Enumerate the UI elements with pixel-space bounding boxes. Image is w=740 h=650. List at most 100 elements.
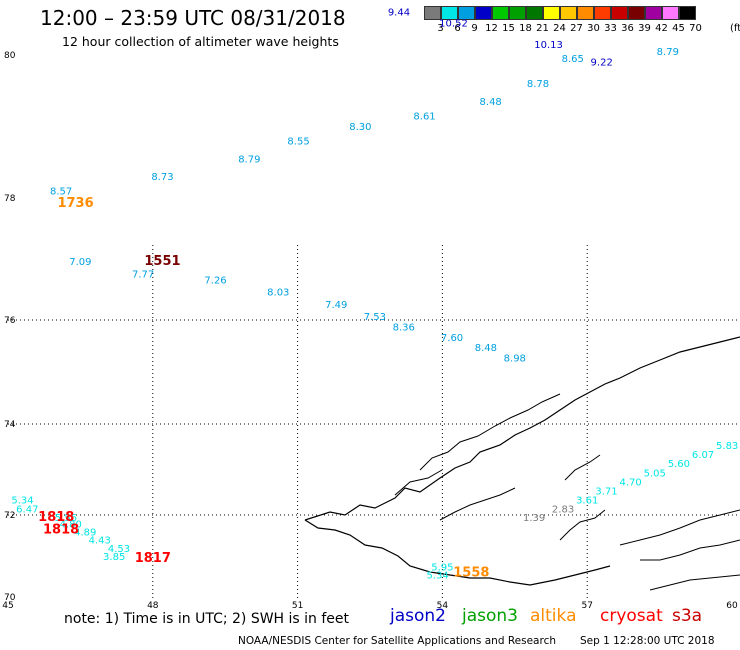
scale-swatch xyxy=(543,6,560,20)
swh-value: 8.65 xyxy=(562,54,584,65)
swh-value: 5.60 xyxy=(668,459,690,470)
pass-time-label: 1551 xyxy=(144,254,180,269)
swh-value: 4.70 xyxy=(620,477,642,488)
scale-label: 18 xyxy=(519,23,532,34)
scale-label: 27 xyxy=(570,23,583,34)
swh-value: 7.09 xyxy=(69,257,91,268)
satellite-altika: altika xyxy=(530,606,577,626)
credit-line: NOAA/NESDIS Center for Satellite Applica… xyxy=(238,635,556,647)
satellite-jason2: jason2 xyxy=(390,606,446,626)
scale-label: 24 xyxy=(553,23,566,34)
swh-value: 7.49 xyxy=(325,300,347,311)
satellite-cryosat: cryosat xyxy=(600,606,663,626)
swh-value: 9.22 xyxy=(591,58,613,69)
swh-value: 8.57 xyxy=(50,186,72,197)
swh-value: 4.89 xyxy=(74,528,96,539)
swh-value: 4.53 xyxy=(108,544,130,555)
swh-value: 5.34 xyxy=(11,496,33,507)
scale-swatch xyxy=(611,6,628,20)
scale-swatch xyxy=(458,6,475,20)
scale-label: 12 xyxy=(485,23,498,34)
swh-value: 9.44 xyxy=(388,8,410,19)
swh-value: 7.60 xyxy=(441,333,463,344)
lat-label: 80 xyxy=(4,51,16,61)
swh-value: 8.36 xyxy=(393,322,415,333)
pass-time-label: 1818 xyxy=(43,522,79,537)
lat-label: 74 xyxy=(4,420,16,430)
swh-value: 8.48 xyxy=(475,343,497,354)
swh-value: 4.80 xyxy=(60,519,82,530)
swh-value: 8.03 xyxy=(267,288,289,299)
swh-value: 2.83 xyxy=(552,505,574,516)
scale-swatch xyxy=(628,6,645,20)
chart-subtitle: 12 hour collection of altimeter wave hei… xyxy=(62,34,339,49)
footnote: note: 1) Time is in UTC; 2) SWH is in fe… xyxy=(64,611,350,627)
lon-label: 54 xyxy=(437,601,449,611)
swh-value: 8.55 xyxy=(287,136,309,147)
pass-time-label: 1558 xyxy=(453,566,489,581)
swh-value: 8.61 xyxy=(413,111,435,122)
scale-swatch xyxy=(526,6,543,20)
scale-label: 39 xyxy=(638,23,651,34)
scale-label: 3 xyxy=(437,23,444,34)
scale-swatch xyxy=(662,6,679,20)
satellite-jason3: jason3 xyxy=(462,606,518,626)
swh-value: 5.83 xyxy=(716,441,738,452)
swh-value: 6.47 xyxy=(16,505,38,516)
pass-time-label: 1818 xyxy=(38,510,74,525)
swh-value: 10.52 xyxy=(439,18,468,29)
scale-label: 36 xyxy=(621,23,634,34)
scale-label: 6 xyxy=(454,23,461,34)
swh-value: 4.43 xyxy=(89,536,111,547)
lat-label: 72 xyxy=(4,511,15,521)
lon-label: 51 xyxy=(292,601,303,611)
pass-time-labels: 1736155118191818181818171558 xyxy=(38,196,489,581)
swh-value: 8.78 xyxy=(527,79,549,90)
scale-swatch xyxy=(594,6,611,20)
swh-value: 5.34 xyxy=(426,571,448,582)
lat-label: 76 xyxy=(4,316,16,326)
scale-swatch xyxy=(560,6,577,20)
swh-value: 8.73 xyxy=(151,172,173,183)
swh-value: 10.13 xyxy=(534,40,563,51)
swh-value: 8.48 xyxy=(480,97,502,108)
swh-value: 3.71 xyxy=(595,487,617,498)
swh-value: 1.39 xyxy=(523,513,545,524)
scale-swatch xyxy=(492,6,509,20)
wave-height-observations: 9.779.4410.5210.138.659.228.788.798.488.… xyxy=(11,8,738,582)
swh-value: 8.98 xyxy=(504,354,526,365)
swh-value: 8.79 xyxy=(238,154,260,165)
scale-label: 15 xyxy=(502,23,515,34)
scale-swatch xyxy=(509,6,526,20)
scale-label: 45 xyxy=(672,23,685,34)
swh-value: 3.61 xyxy=(576,496,598,507)
generated-timestamp: Sep 1 12:28:00 UTC 2018 xyxy=(580,635,715,647)
swh-value: 7.26 xyxy=(204,275,226,286)
scale-swatch xyxy=(475,6,492,20)
scale-label: 30 xyxy=(587,23,600,34)
scale-swatch xyxy=(441,6,458,20)
scale-label: 33 xyxy=(604,23,617,34)
swh-value: 7.53 xyxy=(364,312,386,323)
scale-swatch xyxy=(679,6,696,20)
scale-swatch xyxy=(424,6,441,20)
swh-value: 5.56 xyxy=(55,513,77,524)
swh-value: 7.77 xyxy=(132,269,154,280)
pass-time-label: 1817 xyxy=(135,551,171,566)
scale-swatch xyxy=(577,6,594,20)
swh-value: 8.79 xyxy=(657,47,679,58)
coastline xyxy=(304,336,740,591)
lat-label: 78 xyxy=(4,194,16,204)
lon-label: 48 xyxy=(147,601,159,611)
scale-label: 9 xyxy=(471,23,478,34)
pass-time-label: 1736 xyxy=(57,196,93,211)
swh-value: 3.85 xyxy=(103,552,125,563)
lon-label: 60 xyxy=(726,601,738,611)
swh-value: 8.30 xyxy=(349,122,371,133)
swh-value: 6.07 xyxy=(692,450,714,461)
scale-unit: (ft) xyxy=(730,23,740,34)
swh-value: 5.05 xyxy=(644,468,666,479)
